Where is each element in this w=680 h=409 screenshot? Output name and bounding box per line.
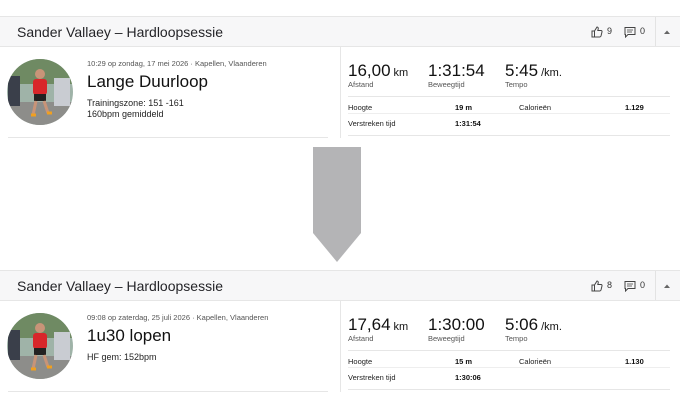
stat-value-row: 1:31:54 <box>428 62 485 80</box>
comment-icon[interactable] <box>624 26 636 38</box>
stat-value: 5:45 <box>505 61 539 80</box>
crowd-left <box>8 330 20 360</box>
thumb <box>591 280 603 292</box>
head <box>35 69 45 79</box>
details-mid-border <box>348 367 670 368</box>
head <box>35 323 45 333</box>
stat-value: 1:31:54 <box>428 61 485 80</box>
details-mid-border <box>348 113 670 114</box>
kudos-icon[interactable] <box>591 26 603 38</box>
crowd-right <box>54 332 70 360</box>
column-divider <box>340 46 341 138</box>
details-bottom-border <box>348 389 670 390</box>
column-divider <box>340 300 341 392</box>
activity-description: HF gem: 152bpm <box>87 352 157 362</box>
photo <box>7 59 73 125</box>
activity-card: Sander Vallaey – Hardloopsessie 9 0 10:29 o… <box>0 16 680 138</box>
photo <box>7 313 73 379</box>
shorts <box>34 348 46 355</box>
detail-label: Verstreken tijd <box>348 373 396 382</box>
kudos-count[interactable]: 9 <box>607 26 613 36</box>
stat-unit: km <box>393 67 409 79</box>
road <box>7 102 73 125</box>
down-arrow <box>313 147 361 262</box>
thumb <box>591 26 603 38</box>
detail-label: Hoogte <box>348 357 373 366</box>
details-top-border <box>348 350 670 351</box>
stat-unit: km <box>393 321 409 333</box>
shoes <box>31 365 52 371</box>
stat-unit: /km. <box>541 321 562 333</box>
athlete-avatar[interactable] <box>6 58 74 126</box>
stat-label: Beweegtijd <box>428 80 465 89</box>
stat-value: 17,64 <box>348 315 391 334</box>
athlete-title: Sander Vallaey – Hardloopsessie <box>17 278 223 294</box>
activity-name[interactable]: Lange Duurloop <box>87 72 208 91</box>
left-bottom-border <box>8 391 328 392</box>
road <box>7 356 73 379</box>
activity-card: Sander Vallaey – Hardloopsessie 8 0 09:08 o… <box>0 270 680 392</box>
details-bottom-border <box>348 135 670 136</box>
detail-label: Hoogte <box>348 103 373 112</box>
detail-label: Calorieën <box>519 103 552 112</box>
collapse-button[interactable] <box>662 282 672 290</box>
stat-value-row: 5:06/km. <box>505 316 562 334</box>
bubble <box>624 27 636 38</box>
athlete-avatar[interactable] <box>6 312 74 380</box>
stat-label: Beweegtijd <box>428 334 465 343</box>
activity-datetime: 10:29 op zondag, 17 mei 2026 · Kapellen,… <box>87 59 267 68</box>
stat-label: Tempo <box>505 80 528 89</box>
detail-value: 1.130 <box>625 357 644 366</box>
detail-value: 1:31:54 <box>455 119 481 128</box>
details-top-border <box>348 96 670 97</box>
stat-value-row: 17,64 km <box>348 316 408 334</box>
stat-label: Afstand <box>348 334 374 343</box>
shirt <box>33 333 47 349</box>
stat-value: 16,00 <box>348 61 391 80</box>
stat-label: Tempo <box>505 334 528 343</box>
left-bottom-border <box>8 137 328 138</box>
kudos-icon[interactable] <box>591 280 603 292</box>
detail-value: 15 m <box>455 357 473 366</box>
crowd-left <box>8 76 20 106</box>
card-header: Sander Vallaey – Hardloopsessie 9 0 <box>0 16 680 47</box>
shoes <box>31 111 52 117</box>
detail-value: 1:30:06 <box>455 373 481 382</box>
stat-value: 1:30:00 <box>428 315 485 334</box>
detail-value: 19 m <box>455 103 473 112</box>
comment-count[interactable]: 0 <box>640 26 646 36</box>
crowd-right <box>54 78 70 106</box>
legs <box>31 354 50 370</box>
collapse-button[interactable] <box>662 28 672 36</box>
stat-value: 5:06 <box>505 315 539 334</box>
detail-label: Verstreken tijd <box>348 119 396 128</box>
comment-count[interactable]: 0 <box>640 280 646 290</box>
stat-label: Afstand <box>348 80 374 89</box>
detail-value: 1.129 <box>625 103 644 112</box>
activity-description: Trainingszone: 151 -161 <box>87 98 184 108</box>
detail-label: Calorieën <box>519 357 552 366</box>
activity-name[interactable]: 1u30 lopen <box>87 326 172 345</box>
bubble <box>624 281 636 292</box>
comment-icon[interactable] <box>624 280 636 292</box>
stat-value-row: 5:45/km. <box>505 62 562 80</box>
athlete-title: Sander Vallaey – Hardloopsessie <box>17 24 223 40</box>
card-header: Sander Vallaey – Hardloopsessie 8 0 <box>0 270 680 301</box>
shirt <box>33 79 47 95</box>
shorts <box>34 94 46 101</box>
activity-description: 160bpm gemiddeld <box>87 109 164 119</box>
legs <box>31 100 50 116</box>
caret <box>664 284 670 288</box>
stat-unit: /km. <box>541 67 562 79</box>
caret <box>664 30 670 34</box>
kudos-count[interactable]: 8 <box>607 280 613 290</box>
header-divider <box>655 17 656 46</box>
stat-value-row: 16,00 km <box>348 62 408 80</box>
header-divider <box>655 271 656 300</box>
stat-value-row: 1:30:00 <box>428 316 485 334</box>
activity-datetime: 09:08 op zaterdag, 25 juli 2026 · Kapell… <box>87 313 269 322</box>
